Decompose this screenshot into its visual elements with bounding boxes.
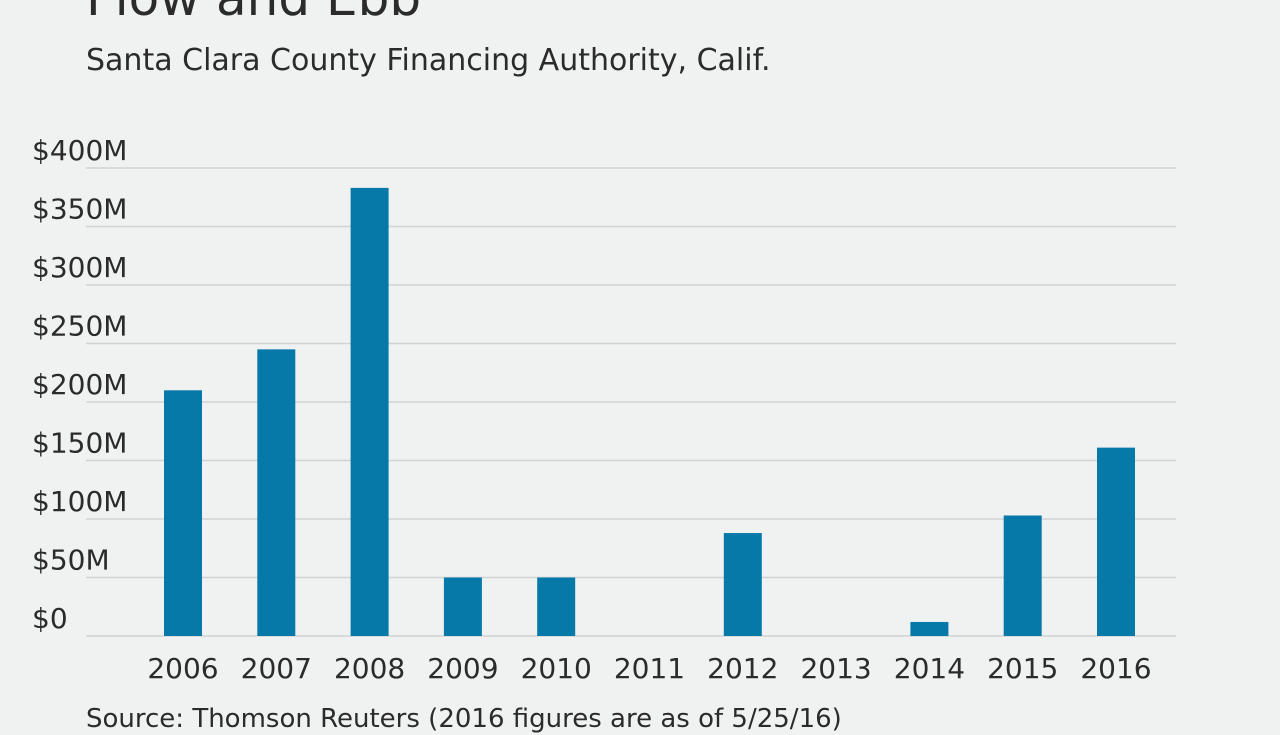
x-tick-label: 2008 [334,652,405,685]
y-tick-label: $300M [32,251,127,284]
bar-2012 [723,533,762,636]
bar-2010 [537,577,576,636]
x-tick-label: 2012 [707,652,778,685]
x-tick-label: 2010 [521,652,592,685]
y-tick-label: $400M [32,134,127,167]
bar-2015 [1003,515,1042,636]
chart-title: Flow and Ebb [86,0,421,28]
bars [164,187,1135,636]
bar-2009 [443,577,482,636]
bar-2008 [350,187,389,636]
y-tick-label: $0 [32,602,68,635]
x-tick-label: 2007 [241,652,312,685]
bar-2007 [257,349,296,636]
y-tick-label: $350M [32,193,127,226]
y-tick-label: $250M [32,310,127,343]
bar-2006 [164,390,202,636]
x-tick-label: 2009 [427,652,498,685]
x-tick-label: 2006 [147,652,218,685]
x-tick-label: 2015 [987,652,1058,685]
bar-chart: $0 $50M $100M $150M $200M $250M $300M $350M $400… [32,134,1176,685]
y-tick-label: $200M [32,368,127,401]
source-note: Source: Thomson Reuters (2016 figures ar… [86,704,842,734]
x-tick-label: 2013 [800,652,871,685]
chart-subtitle: Santa Clara County Financing Authority, … [86,43,771,78]
bar-2014 [910,621,949,636]
y-tick-label: $150M [32,427,127,460]
y-tick-label: $50M [32,544,110,577]
y-axis-tick-labels: $0 $50M $100M $150M $200M $250M $300M $350M $400… [32,134,127,635]
x-tick-label: 2016 [1080,652,1151,685]
x-tick-label: 2014 [894,652,965,685]
x-tick-label: 2011 [614,652,685,685]
bar-2016 [1097,447,1135,636]
x-axis-tick-labels: 2006 2007 2008 2009 2010 2011 2012 2013 2014 2015… [147,652,1151,685]
y-tick-label: $100M [32,485,127,518]
